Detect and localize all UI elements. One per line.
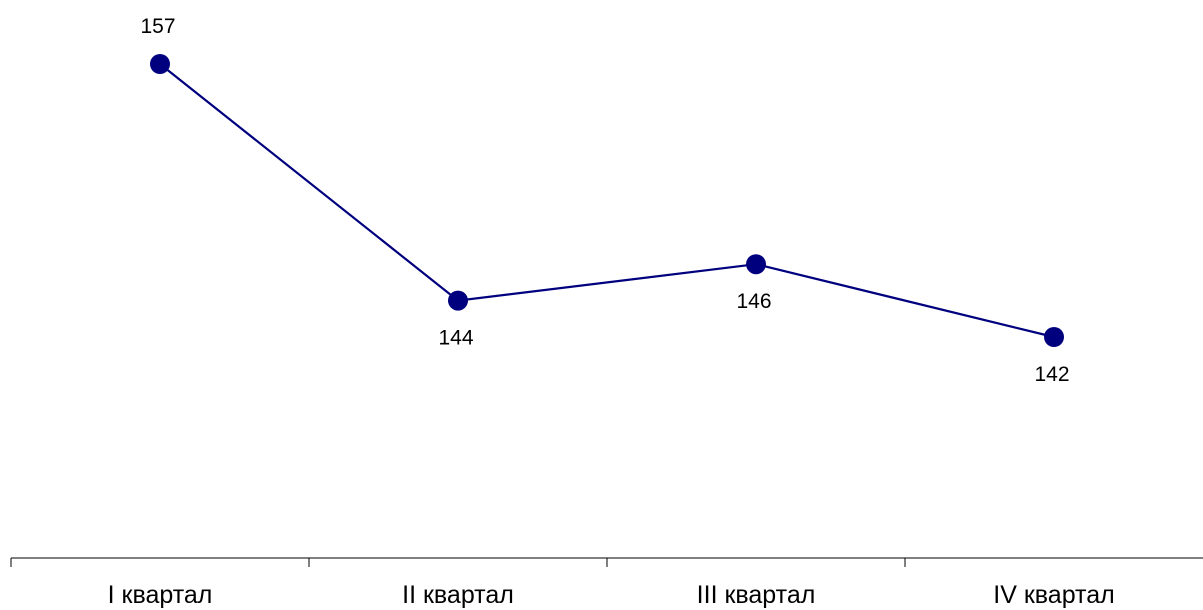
- data-points: [150, 54, 1064, 347]
- data-label: 144: [438, 327, 473, 350]
- data-label: 157: [140, 15, 175, 38]
- data-point: [1044, 327, 1064, 347]
- data-point: [448, 290, 468, 311]
- x-axis: [10, 557, 1203, 567]
- data-labels: 157 144 146 142: [140, 15, 1069, 386]
- series-line: [159, 63, 1055, 339]
- data-label: 146: [736, 290, 771, 313]
- x-tick-label: IV квартал: [993, 581, 1114, 609]
- data-label: 142: [1034, 363, 1069, 386]
- data-point: [150, 54, 170, 74]
- data-point: [746, 254, 766, 275]
- x-tick-labels: I квартал II квартал III квартал IV квартал: [108, 581, 1115, 609]
- x-tick-label: III квартал: [697, 581, 816, 609]
- x-tick-label: II квартал: [402, 581, 514, 609]
- x-tick-label: I квартал: [108, 581, 213, 609]
- series-line-group: [159, 63, 1055, 339]
